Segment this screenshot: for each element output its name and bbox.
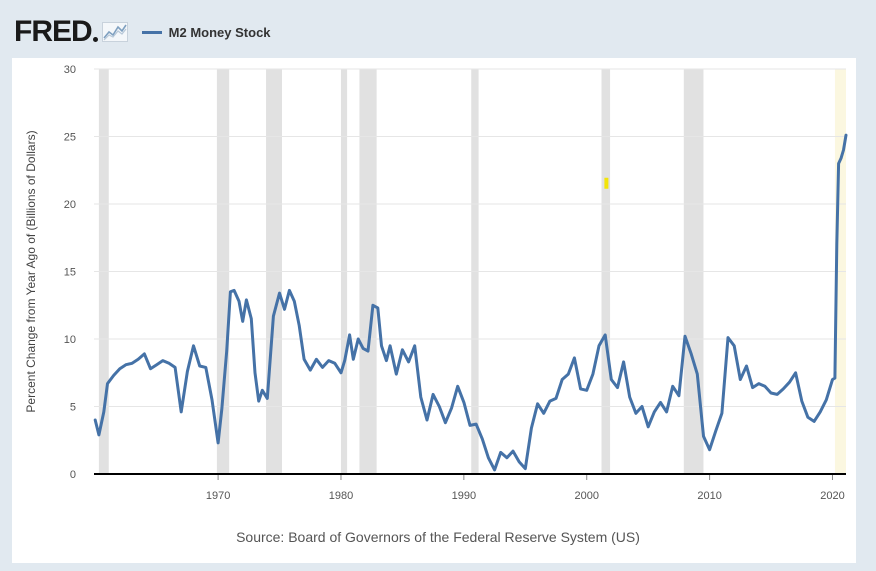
- source-note: Source: Board of Governors of the Federa…: [236, 529, 640, 545]
- x-tick-label: 1980: [329, 490, 353, 502]
- series-line-m2-money-stock[interactable]: [93, 133, 848, 472]
- axis-labels: 0 5 10 15 20 25 30 1970 1980 1990 2000 2010 2020 Perc…: [24, 64, 845, 502]
- chart-legend[interactable]: M2 Money Stock: [141, 24, 271, 40]
- y-tick-label: 0: [70, 469, 76, 481]
- y-tick-label: 30: [64, 64, 76, 76]
- axes: [94, 473, 846, 480]
- legend-series-label: M2 Money Stock: [168, 24, 271, 40]
- x-tick-label: 2000: [574, 490, 598, 502]
- fred-logo-text: FRED: [14, 15, 93, 48]
- plot-panel: [12, 58, 856, 563]
- x-tick-label: 2010: [697, 490, 721, 502]
- y-tick-label: 20: [64, 199, 76, 211]
- y-tick-label: 15: [64, 267, 76, 279]
- chart-header: FRED M2 Money Stock: [14, 14, 271, 50]
- series-lines: [93, 133, 848, 472]
- fred-graph-icon: [101, 22, 128, 42]
- annotation-marker: [604, 177, 609, 189]
- x-tick-label: 1970: [206, 490, 230, 502]
- x-tick-label: 2020: [820, 490, 844, 502]
- y-tick-label: 10: [64, 334, 76, 346]
- x-tick-label: 1990: [452, 490, 476, 502]
- y-axis-title: Percent Change from Year Ago of (Billion…: [24, 130, 38, 412]
- y-tick-label: 5: [70, 402, 76, 414]
- y-tick-label: 25: [64, 132, 76, 144]
- gridlines: [94, 68, 846, 407]
- legend-swatch: [141, 30, 162, 34]
- fred-logo-dot: [92, 36, 98, 42]
- fred-logo[interactable]: FRED: [14, 15, 128, 49]
